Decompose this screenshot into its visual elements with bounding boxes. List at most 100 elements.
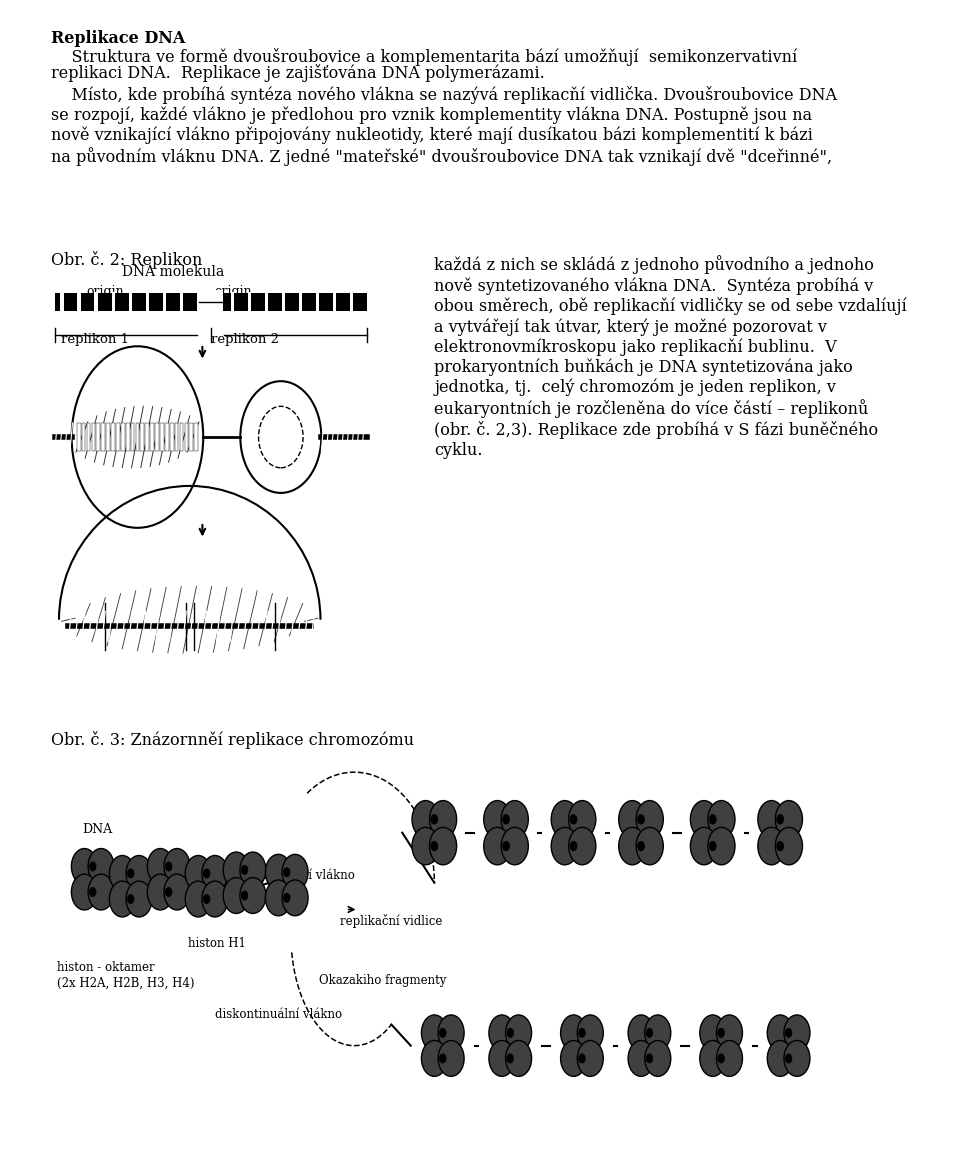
Circle shape [645, 1015, 671, 1051]
Circle shape [551, 800, 578, 838]
Bar [175, 423, 179, 451]
Text: Okazakiho fragmenty: Okazakiho fragmenty [319, 974, 446, 987]
Text: Obr. č. 2: Replikon: Obr. č. 2: Replikon [51, 251, 202, 268]
Text: diskontinuální vlákno: diskontinuální vlákno [215, 1008, 342, 1022]
Circle shape [126, 881, 152, 917]
Circle shape [202, 856, 228, 892]
Bar [126, 423, 130, 451]
Circle shape [709, 815, 716, 824]
Circle shape [716, 1041, 742, 1076]
Circle shape [501, 827, 528, 865]
Bar [180, 292, 182, 313]
Circle shape [240, 878, 266, 913]
Text: každá z nich se skládá z jednoho původního a jednoho
nově syntetizovaného vlákna: každá z nich se skládá z jednoho původní… [434, 255, 907, 458]
Circle shape [561, 1041, 587, 1076]
Bar [116, 423, 120, 451]
Circle shape [431, 815, 438, 824]
Circle shape [282, 880, 308, 915]
Bar [86, 423, 90, 451]
Circle shape [88, 874, 114, 909]
Circle shape [202, 881, 228, 917]
Circle shape [645, 1041, 671, 1076]
Bar [199, 291, 223, 314]
Bar [146, 292, 149, 313]
Circle shape [440, 1028, 446, 1037]
Circle shape [577, 1041, 603, 1076]
Circle shape [204, 894, 210, 904]
Bar [129, 292, 132, 313]
Circle shape [165, 887, 172, 897]
Text: Struktura ve formě dvoušroubovice a komplementarita bází umožňují  semikonzervat: Struktura ve formě dvoušroubovice a komp… [51, 48, 797, 67]
Circle shape [71, 874, 97, 909]
Circle shape [240, 852, 266, 888]
Bar [60, 292, 63, 313]
Circle shape [561, 1015, 587, 1051]
Circle shape [784, 1015, 810, 1051]
Circle shape [579, 1054, 586, 1063]
Circle shape [777, 815, 783, 824]
Text: replikon 1: replikon 1 [61, 334, 130, 347]
Circle shape [440, 1054, 446, 1063]
Bar [160, 423, 164, 451]
Circle shape [421, 1015, 447, 1051]
Bar [189, 423, 193, 451]
Circle shape [767, 1015, 793, 1051]
Circle shape [636, 800, 663, 838]
Circle shape [224, 852, 250, 888]
Circle shape [716, 1015, 742, 1051]
Text: origin: origin [86, 285, 124, 298]
Circle shape [708, 800, 735, 838]
Circle shape [690, 827, 717, 865]
Bar [135, 423, 139, 451]
Bar [333, 292, 336, 313]
Circle shape [718, 1028, 725, 1037]
Bar [145, 423, 149, 451]
Circle shape [709, 841, 716, 851]
Circle shape [646, 1054, 653, 1063]
Circle shape [421, 1041, 447, 1076]
Circle shape [128, 894, 134, 904]
Circle shape [757, 800, 785, 838]
Circle shape [718, 1054, 725, 1063]
Circle shape [283, 867, 290, 877]
Circle shape [757, 827, 785, 865]
Text: histon - oktamer: histon - oktamer [58, 961, 155, 974]
Text: DNA: DNA [83, 824, 112, 837]
Text: Replikace DNA: Replikace DNA [51, 29, 185, 47]
Bar [140, 423, 144, 451]
Bar [165, 423, 169, 451]
Bar [151, 423, 154, 451]
Circle shape [502, 841, 510, 851]
Circle shape [128, 868, 134, 878]
Bar [131, 423, 134, 451]
Circle shape [185, 881, 211, 917]
Circle shape [577, 1015, 603, 1051]
Circle shape [637, 815, 644, 824]
Circle shape [506, 1015, 532, 1051]
Circle shape [776, 827, 803, 865]
Circle shape [507, 1028, 514, 1037]
Circle shape [506, 1041, 532, 1076]
Bar [299, 292, 301, 313]
Circle shape [429, 800, 457, 838]
Circle shape [767, 1041, 793, 1076]
Bar [121, 423, 125, 451]
Circle shape [785, 1028, 792, 1037]
Bar [102, 423, 105, 451]
Circle shape [224, 878, 250, 913]
Circle shape [204, 868, 210, 878]
Circle shape [431, 841, 438, 851]
Bar [194, 423, 198, 451]
Bar [230, 292, 234, 313]
Circle shape [570, 815, 577, 824]
Circle shape [438, 1041, 464, 1076]
Bar [162, 292, 166, 313]
Bar [349, 292, 353, 313]
Circle shape [109, 881, 135, 917]
Bar [77, 423, 81, 451]
Circle shape [502, 815, 510, 824]
Bar [214, 292, 217, 313]
Circle shape [579, 1028, 586, 1037]
Bar [78, 292, 81, 313]
Bar [184, 423, 188, 451]
